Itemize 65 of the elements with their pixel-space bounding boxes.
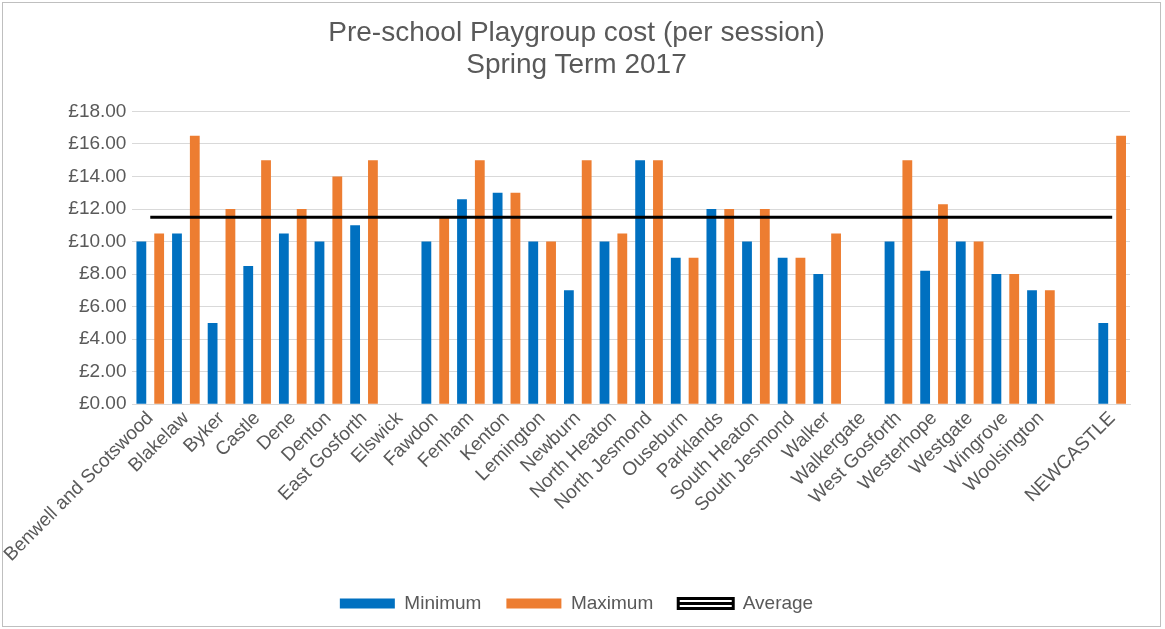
bar — [474, 160, 485, 404]
bar — [563, 290, 574, 404]
bar — [795, 257, 806, 404]
bar — [225, 209, 236, 404]
y-tick-label: £14.00 — [68, 164, 127, 186]
bar — [724, 209, 735, 404]
bar — [368, 160, 378, 404]
bar — [1098, 322, 1109, 404]
bar — [296, 209, 307, 404]
y-tick-label: £0.00 — [78, 392, 127, 414]
bar — [635, 160, 646, 404]
bar — [759, 209, 770, 404]
bar — [492, 192, 503, 404]
y-tick-label: £8.00 — [78, 262, 127, 284]
bar — [243, 265, 254, 404]
bar — [617, 233, 628, 404]
legend-label: Minimum — [404, 591, 482, 613]
chart-title: Pre-school Playgroup cost (per session) — [328, 15, 825, 47]
bar — [831, 233, 841, 404]
bar — [1044, 290, 1055, 404]
bar — [920, 270, 931, 404]
bar — [581, 160, 592, 404]
bar — [314, 241, 325, 404]
bar — [332, 176, 343, 404]
bar — [1009, 274, 1020, 404]
bar — [991, 274, 1002, 404]
y-tick-label: £10.00 — [68, 229, 127, 251]
bar — [439, 217, 450, 404]
y-tick-label: £2.00 — [78, 359, 127, 381]
bar — [706, 209, 717, 404]
bar — [973, 241, 984, 404]
bar — [599, 241, 610, 404]
y-tick-label: £12.00 — [68, 197, 127, 219]
y-tick-label: £18.00 — [68, 99, 127, 121]
bar — [421, 241, 432, 404]
bar — [1116, 135, 1126, 404]
bar — [207, 322, 218, 404]
bar — [742, 241, 752, 404]
bar — [688, 257, 699, 404]
y-tick-label: £6.00 — [78, 294, 127, 316]
bar — [510, 192, 521, 404]
bar — [813, 274, 824, 404]
bar — [884, 241, 895, 404]
bar — [955, 241, 966, 404]
chart-subtitle: Spring Term 2017 — [466, 48, 687, 80]
bar — [670, 257, 681, 404]
bar — [653, 160, 663, 404]
legend-label: Average — [742, 591, 814, 613]
bar — [777, 257, 788, 404]
bar — [1027, 290, 1037, 404]
bar — [261, 160, 271, 404]
bar — [528, 241, 539, 404]
bar — [457, 199, 467, 404]
bar — [350, 225, 361, 404]
y-tick-label: £4.00 — [78, 327, 127, 349]
legend-label: Maximum — [570, 591, 654, 613]
bar — [172, 233, 182, 404]
y-tick-label: £16.00 — [68, 132, 127, 154]
bar — [136, 241, 147, 404]
bar — [938, 204, 948, 404]
bar — [902, 160, 913, 404]
bar — [278, 233, 289, 404]
bar — [189, 135, 200, 404]
bar — [154, 233, 165, 404]
bar — [546, 241, 556, 404]
